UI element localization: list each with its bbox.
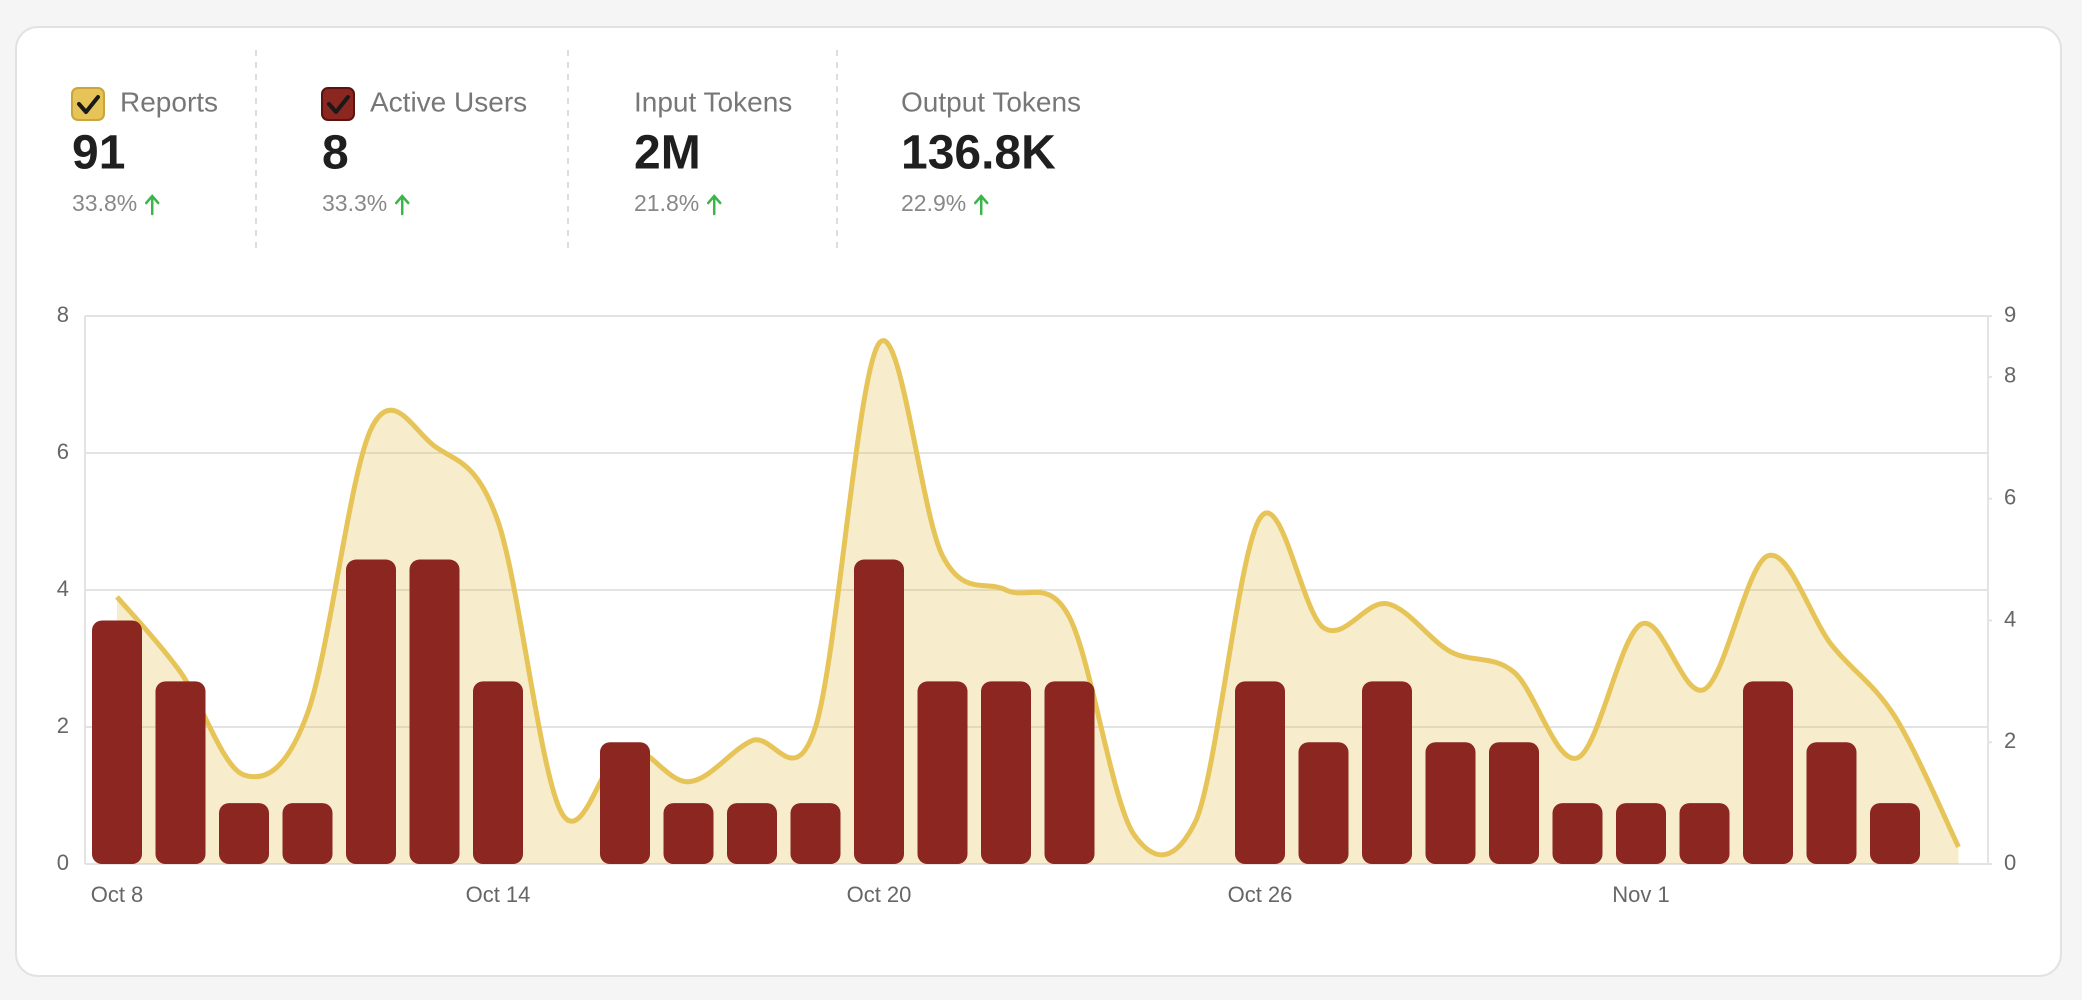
y2-tick-label: 6 [2004, 484, 2016, 509]
bar [155, 681, 206, 864]
x-tick-label: Nov 1 [1612, 882, 1669, 907]
stat-change: 21.8% [634, 190, 699, 216]
bar [663, 803, 714, 864]
stat-change: 33.3% [322, 190, 387, 216]
bar [1489, 742, 1539, 864]
y-tick-label: 0 [57, 850, 69, 875]
bar [1235, 681, 1285, 864]
y2-tick-label: 9 [2004, 302, 2016, 327]
bar [1298, 742, 1349, 864]
bar [1870, 803, 1920, 864]
bar [917, 681, 968, 864]
bar [1552, 803, 1603, 864]
bar [92, 620, 142, 864]
up-arrow [973, 194, 989, 216]
y2-tick-label: 2 [2004, 728, 2016, 753]
card [15, 26, 2062, 977]
checkmark [327, 95, 350, 114]
bar [790, 803, 841, 864]
stat-label: Input Tokens [634, 86, 792, 117]
y2-tick-label: 8 [2004, 363, 2016, 388]
bar [473, 681, 523, 864]
bar [1743, 681, 1793, 864]
stat-value: 8 [322, 127, 349, 180]
bar [1425, 742, 1476, 864]
checkbox[interactable] [321, 87, 355, 121]
bar [1044, 681, 1095, 864]
up-arrow [144, 194, 160, 216]
x-tick-label: Oct 26 [1228, 882, 1293, 907]
bar [1679, 803, 1730, 864]
area-fill [117, 340, 1959, 864]
stat-value: 2M [634, 127, 701, 180]
x-tick-label: Oct 20 [847, 882, 912, 907]
bar [600, 742, 650, 864]
bar [1806, 742, 1857, 864]
bar [1362, 681, 1412, 864]
checkmark [77, 95, 100, 114]
stat-label: Reports [120, 86, 218, 117]
up-arrow [394, 194, 410, 216]
bar [727, 803, 777, 864]
line [115, 338, 1961, 858]
bar [219, 803, 269, 864]
stat-label: Output Tokens [901, 86, 1081, 117]
y-tick-label: 4 [57, 576, 69, 601]
bar [282, 803, 333, 864]
stat-change: 33.8% [72, 190, 137, 216]
bar [409, 559, 460, 864]
bar [346, 559, 396, 864]
checkbox[interactable] [71, 87, 105, 121]
x-tick-label: Oct 8 [91, 882, 144, 907]
y-tick-label: 8 [57, 302, 69, 327]
bar [1616, 803, 1666, 864]
stat-value: 91 [72, 127, 125, 180]
y2-tick-label: 4 [2004, 606, 2016, 631]
up-arrow [706, 194, 722, 216]
y-tick-label: 6 [57, 439, 69, 464]
stat-value: 136.8K [901, 127, 1056, 180]
stat-label: Active Users [370, 86, 527, 117]
bar [981, 681, 1031, 864]
y-tick-label: 2 [57, 713, 69, 738]
y2-tick-label: 0 [2004, 850, 2016, 875]
bar [854, 559, 904, 864]
stat-change: 22.9% [901, 190, 966, 216]
x-tick-label: Oct 14 [466, 882, 531, 907]
